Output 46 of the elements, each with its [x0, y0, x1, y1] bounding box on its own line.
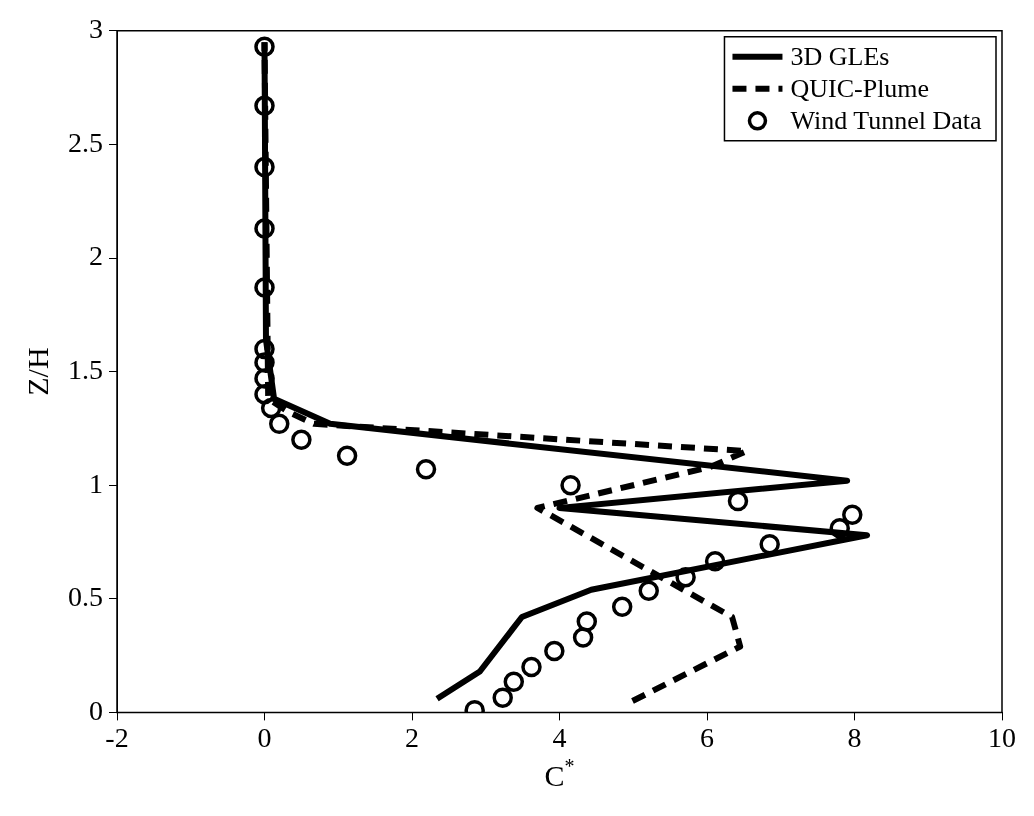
point	[492, 687, 513, 708]
point	[503, 671, 525, 692]
point	[291, 429, 312, 451]
x-tick-label: 10	[988, 721, 1016, 753]
point	[254, 277, 275, 298]
x-tick-label: 4	[552, 721, 567, 753]
legend-label: QUIC-Plume	[790, 73, 930, 103]
x-tick-label: 2	[405, 721, 419, 753]
point	[254, 36, 275, 57]
point	[544, 640, 565, 662]
point	[611, 596, 633, 617]
legend-label: Wind Tunnel Data	[790, 105, 982, 135]
point	[572, 627, 594, 648]
point	[254, 95, 275, 117]
x-axis-title: C*	[544, 755, 575, 793]
y-axis-title: Z/H	[20, 347, 54, 396]
point	[560, 474, 581, 496]
point	[704, 551, 726, 572]
x-tick-label: 0	[257, 721, 272, 753]
x-tick-label: 8	[847, 721, 862, 753]
point	[415, 459, 437, 480]
point	[269, 413, 290, 435]
point	[759, 534, 780, 555]
y-tick-label: 0	[89, 694, 103, 726]
point	[254, 156, 275, 178]
y-tick-label: 1	[89, 467, 103, 499]
point	[260, 397, 282, 419]
point	[336, 445, 358, 466]
point	[638, 580, 659, 602]
y-tick-label: 2.5	[68, 126, 103, 158]
point	[254, 352, 275, 373]
point	[727, 490, 749, 512]
y-tick-label: 3	[89, 13, 103, 45]
point	[254, 218, 275, 239]
y-tick-label: 0.5	[68, 581, 103, 613]
point	[521, 656, 542, 678]
x-tick-label: -2	[105, 721, 129, 753]
y-tick-label: 1.5	[68, 353, 103, 385]
point	[842, 504, 863, 525]
point	[576, 611, 598, 632]
point	[829, 518, 850, 539]
x-tick-label: 6	[700, 721, 714, 753]
point	[675, 566, 696, 588]
point	[254, 338, 275, 360]
legend-label: 3D GLEs	[790, 41, 890, 71]
y-tick-label: 2	[89, 240, 103, 272]
